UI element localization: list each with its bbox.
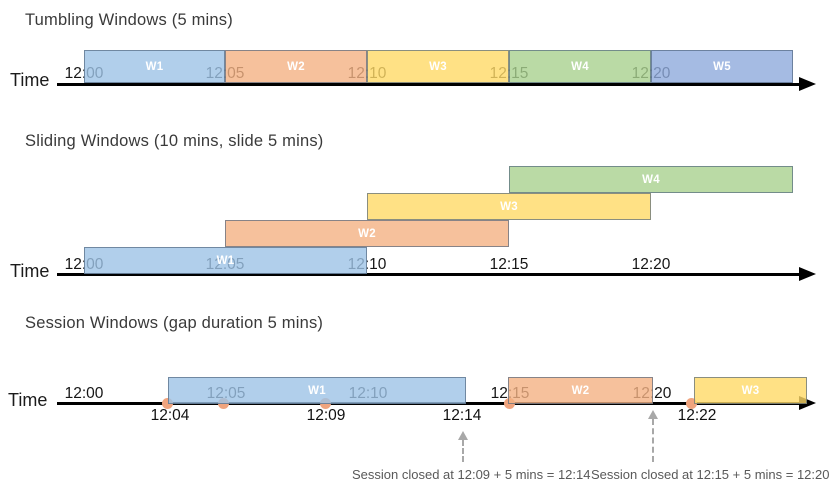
window-label: W1 <box>308 384 326 397</box>
session-closed-arrow-line <box>652 419 654 462</box>
session-window-w2: W2 <box>508 377 653 404</box>
tumbling-window-w2: W2 <box>225 50 367 83</box>
window-label: W2 <box>287 60 305 73</box>
event-time-label: 12:22 <box>677 407 717 424</box>
tumbling-section-title: Tumbling Windows (5 mins) <box>25 11 233 29</box>
tumbling-window-w3: W3 <box>367 50 509 83</box>
event-dot <box>686 398 697 409</box>
sliding-timeline-arrowhead-icon <box>799 267 816 281</box>
window-label: W4 <box>642 173 660 186</box>
session-closed-arrow-icon <box>648 410 658 419</box>
sliding-section-title: Sliding Windows (10 mins, slide 5 mins) <box>25 132 324 150</box>
window-label: W1 <box>216 254 235 267</box>
window-label: W2 <box>571 384 590 397</box>
event-time-label: 12:09 <box>306 407 346 424</box>
event-time-label: 12:14 <box>442 407 482 424</box>
event-time-label: 12:04 <box>150 407 190 424</box>
window-label: W3 <box>500 200 518 213</box>
sliding-window-w3: W3 <box>367 193 651 220</box>
window-label: W3 <box>429 60 447 73</box>
tumbling-window-w5: W5 <box>651 50 793 83</box>
session-section-title: Session Windows (gap duration 5 mins) <box>25 314 324 332</box>
session-closed-arrow-line <box>462 440 464 462</box>
session-closed-annotation: Session closed at 12:09 + 5 mins = 12:14 <box>352 467 591 482</box>
session-closed-arrow-icon <box>458 431 468 440</box>
window-label: W2 <box>358 227 376 240</box>
window-label: W5 <box>713 60 731 73</box>
window-label: W3 <box>741 384 760 397</box>
session-time-axis-label: Time <box>8 390 48 410</box>
sliding-timeline <box>57 273 800 276</box>
sliding-time-axis-label: Time <box>10 261 50 281</box>
event-dot <box>162 398 173 409</box>
tumbling-timeline-arrowhead-icon <box>799 77 816 91</box>
sliding-tick: 12:15 <box>489 256 529 273</box>
sliding-window-w1: W1 <box>84 247 367 274</box>
sliding-tick: 12:20 <box>631 256 671 273</box>
tumbling-window-w1: W1 <box>84 50 225 83</box>
window-label: W1 <box>145 60 164 73</box>
session-closed-annotation: Session closed at 12:15 + 5 mins = 12:20 <box>591 467 829 482</box>
tumbling-timeline <box>57 83 800 86</box>
session-window-w3: W3 <box>694 377 807 404</box>
tumbling-time-axis-label: Time <box>10 70 50 90</box>
session-tick: 12:00 <box>64 385 104 402</box>
sliding-window-w4: W4 <box>509 166 793 193</box>
tumbling-window-w4: W4 <box>509 50 651 83</box>
sliding-window-w2: W2 <box>225 220 509 247</box>
session-window-w1: W1 <box>168 377 466 404</box>
window-label: W4 <box>571 60 589 73</box>
